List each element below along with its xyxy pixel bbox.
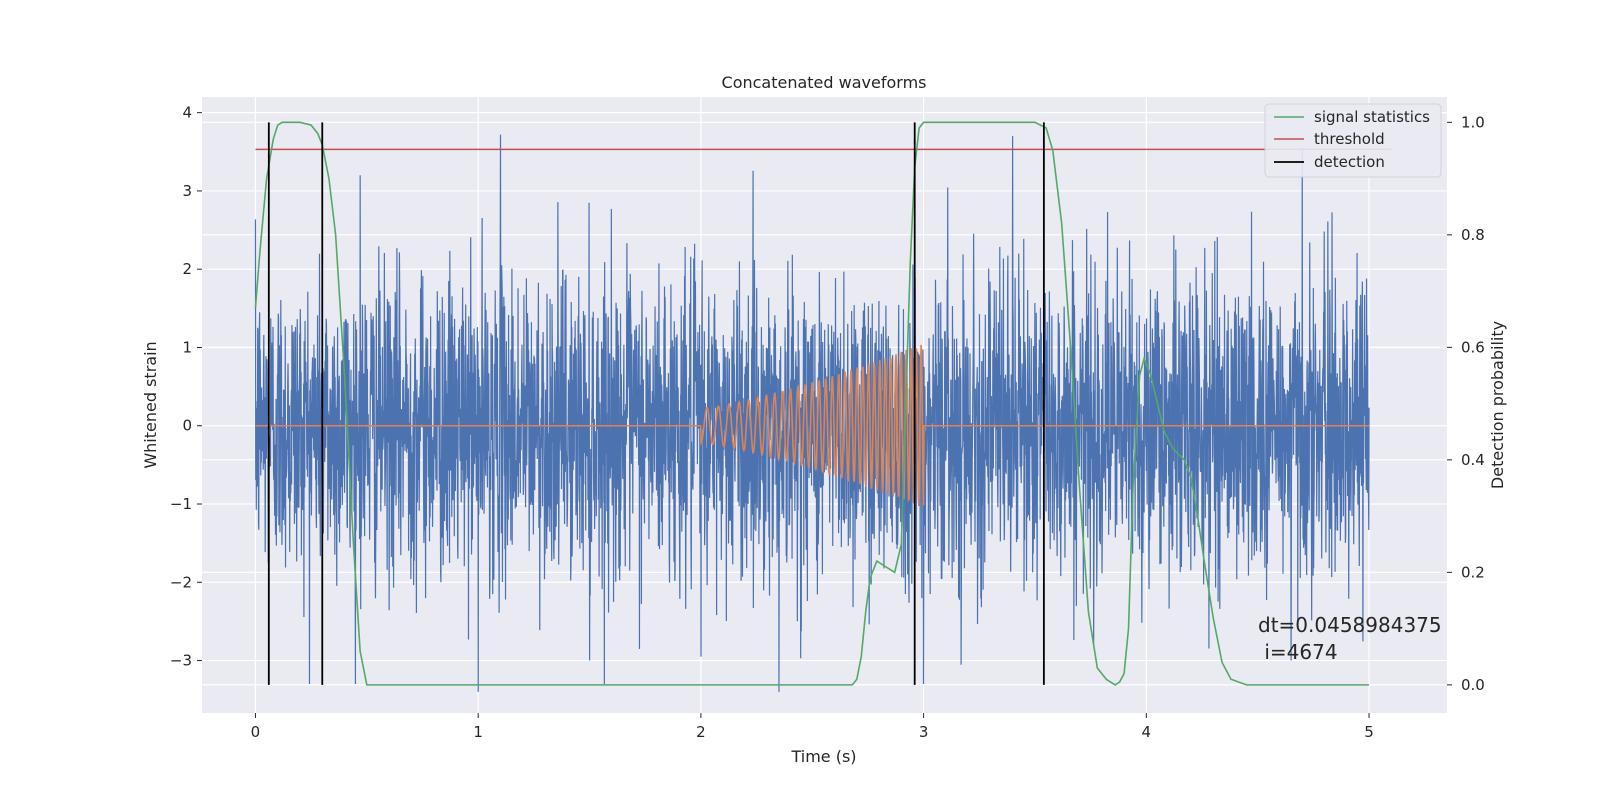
y2-axis-label: Detection probability bbox=[1488, 321, 1507, 489]
y2-tick-label: 0.4 bbox=[1461, 451, 1485, 469]
x-tick-label: 3 bbox=[919, 723, 929, 741]
chirp-series bbox=[255, 344, 1370, 506]
y-tick-label: −3 bbox=[170, 652, 192, 670]
x-tick-label: 0 bbox=[251, 723, 261, 741]
y-tick-label: 2 bbox=[182, 260, 192, 278]
x-tick-label: 5 bbox=[1364, 723, 1374, 741]
y2-tick-label: 1.0 bbox=[1461, 113, 1485, 131]
y2-tick-label: 0.0 bbox=[1461, 676, 1485, 694]
y2-tick-label: 0.2 bbox=[1461, 563, 1485, 581]
noise-series bbox=[254, 134, 1370, 692]
y2-tick-label: 0.6 bbox=[1461, 338, 1485, 356]
x-tick-label: 4 bbox=[1142, 723, 1152, 741]
signal-statistics-series bbox=[254, 121, 1370, 686]
legend: signal statistics threshold detection bbox=[1264, 103, 1442, 178]
x-tick-label: 2 bbox=[696, 723, 706, 741]
annotation-index: i=4674 bbox=[1258, 640, 1338, 664]
y-tick-label: −2 bbox=[170, 573, 192, 591]
signal-statistics-line bbox=[254, 121, 1370, 686]
noise-line bbox=[254, 134, 1370, 692]
axis-ticks: 0 1 2 3 4 5 −3 −2 −1 0 1 2 3 4 0.0 0.2 0.4 0.6 0.8 1.0 bbox=[170, 104, 1485, 741]
legend-label-threshold: threshold bbox=[1314, 130, 1385, 148]
y-tick-label: 3 bbox=[182, 182, 192, 200]
chart-title: Concatenated waveforms bbox=[722, 73, 927, 92]
legend-box bbox=[1264, 103, 1442, 178]
annotation-dt: dt=0.0458984375 bbox=[1258, 613, 1442, 637]
chirp-line bbox=[255, 344, 1370, 506]
y-axis-label: Whitened strain bbox=[141, 341, 160, 468]
y2-tick-label: 0.8 bbox=[1461, 226, 1485, 244]
legend-label-signal-statistics: signal statistics bbox=[1314, 108, 1430, 126]
y-tick-label: −1 bbox=[170, 495, 192, 513]
x-tick-label: 1 bbox=[473, 723, 483, 741]
x-axis-label: Time (s) bbox=[790, 747, 856, 766]
y-tick-label: 4 bbox=[182, 104, 192, 122]
y-tick-label: 1 bbox=[182, 338, 192, 356]
detection-lines bbox=[267, 122, 1045, 685]
legend-label-detection: detection bbox=[1314, 153, 1385, 171]
y-tick-label: 0 bbox=[182, 417, 192, 435]
